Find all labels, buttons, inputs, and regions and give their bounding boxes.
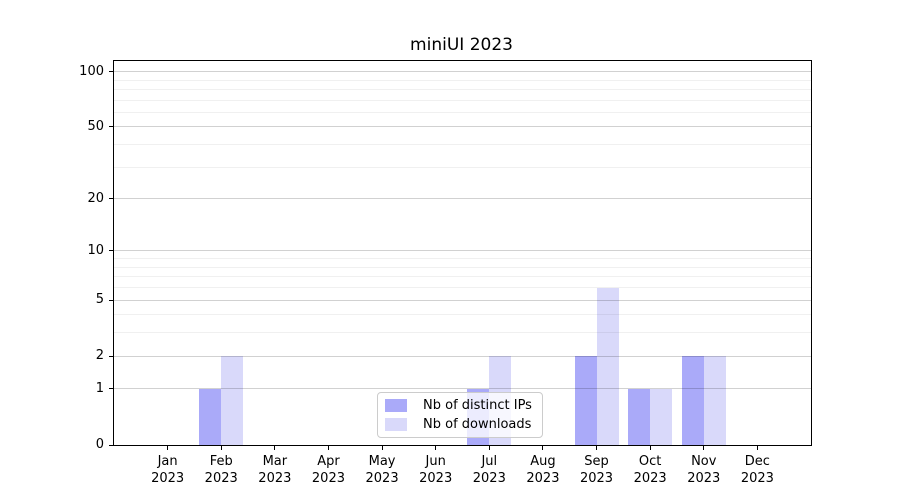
- gridline-major: [114, 71, 811, 73]
- x-tick-label: Feb 2023: [204, 454, 238, 486]
- x-tick-label: Apr 2023: [311, 454, 345, 486]
- legend-label-downloads: Nb of downloads: [423, 416, 532, 432]
- gridline-major: [114, 355, 811, 357]
- y-tick-label: 20: [87, 190, 104, 206]
- y-tick: [109, 71, 114, 73]
- x-tick: [327, 445, 329, 450]
- gridline-minor: [114, 332, 811, 334]
- y-tick-label: 1: [95, 380, 104, 396]
- y-tick-label: 100: [79, 63, 104, 79]
- bar-distinct-ips: [628, 388, 651, 445]
- x-tick-label: Nov 2023: [687, 454, 721, 486]
- x-tick-label: Sep 2023: [579, 454, 614, 486]
- gridline-minor: [114, 258, 811, 260]
- x-tick: [435, 445, 437, 450]
- y-tick: [109, 250, 114, 252]
- gridline-minor: [114, 79, 811, 81]
- bar-downloads: [221, 356, 244, 445]
- x-tick-label: Jun 2023: [419, 454, 453, 486]
- y-tick-label: 10: [87, 242, 104, 258]
- legend-row-downloads: Nb of downloads: [385, 416, 534, 433]
- y-tick: [109, 299, 114, 301]
- gridline-major: [114, 250, 811, 252]
- legend-swatch-distinct-ips: [385, 399, 407, 413]
- gridline-minor: [114, 287, 811, 289]
- x-tick: [542, 445, 544, 450]
- bar-downloads: [703, 356, 726, 445]
- x-tick: [220, 445, 222, 450]
- y-tick-label: 5: [95, 292, 104, 308]
- gridline-minor: [114, 314, 811, 316]
- legend-row-distinct-ips: Nb of distinct IPs: [385, 397, 534, 414]
- y-tick: [109, 355, 114, 357]
- gridline-major: [114, 299, 811, 301]
- y-tick-label: 0: [95, 437, 104, 452]
- gridline-major: [114, 198, 811, 200]
- bar-distinct-ips: [574, 356, 597, 445]
- x-tick-label: May 2023: [365, 454, 399, 486]
- y-tick: [109, 126, 114, 128]
- x-tick: [488, 445, 490, 450]
- y-tick-label: 2: [95, 348, 104, 364]
- x-tick-label: Mar 2023: [258, 454, 292, 486]
- gridline-major: [114, 388, 811, 390]
- x-tick-label: Jul 2023: [472, 454, 506, 486]
- x-tick: [596, 445, 598, 450]
- gridline-minor: [114, 266, 811, 268]
- x-tick: [756, 445, 758, 450]
- chart-title: miniUI 2023: [410, 35, 513, 55]
- y-tick: [109, 198, 114, 200]
- gridline-minor: [114, 88, 811, 90]
- y-tick-label: 50: [87, 118, 104, 134]
- x-tick: [649, 445, 651, 450]
- x-tick: [274, 445, 276, 450]
- y-tick: [109, 388, 114, 390]
- y-tick: [109, 444, 114, 446]
- legend-swatch-downloads: [385, 417, 407, 431]
- gridline-major: [114, 126, 811, 128]
- plot-area: 0 1 2 5 10 20 50 100 Jan 2023 Feb 2023 Mar 2023 Apr…: [79, 60, 812, 486]
- gridline-minor: [114, 111, 811, 113]
- x-tick-label: Jan 2023: [151, 454, 185, 486]
- x-tick-label: Oct 2023: [633, 454, 667, 486]
- bar-distinct-ips: [681, 356, 704, 445]
- gridline-minor: [114, 144, 811, 146]
- x-tick: [381, 445, 383, 450]
- x-tick-label: Aug 2023: [526, 454, 560, 486]
- legend-label-distinct-ips: Nb of distinct IPs: [423, 398, 532, 414]
- x-tick: [167, 445, 169, 450]
- bar-downloads: [650, 388, 673, 445]
- gridline-minor: [114, 166, 811, 168]
- legend: Nb of distinct IPs Nb of downloads: [377, 392, 543, 438]
- x-tick-label: Dec 2023: [740, 454, 774, 486]
- gridline-minor: [114, 276, 811, 278]
- gridline-minor: [114, 99, 811, 101]
- bar-downloads: [596, 287, 619, 445]
- x-tick: [703, 445, 705, 450]
- bar-distinct-ips: [199, 388, 222, 445]
